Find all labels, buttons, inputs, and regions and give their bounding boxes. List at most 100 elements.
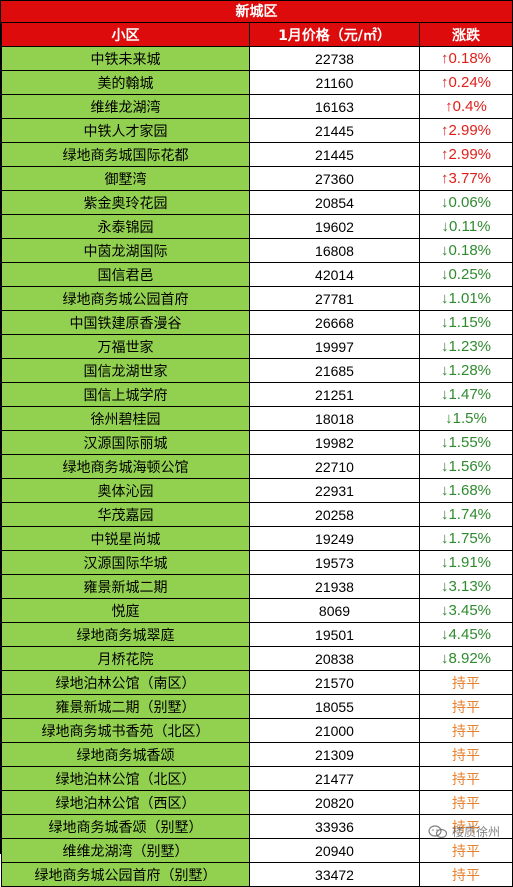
row-name: 悦庭 xyxy=(1,598,250,623)
table-row: 雍景新城二期 21938 ↓3.13% xyxy=(1,574,513,599)
row-name: 维维龙湖湾 xyxy=(1,94,250,119)
row-name: 美的翰城 xyxy=(1,70,250,95)
row-change: ↓0.18% xyxy=(419,238,513,263)
row-name: 华茂嘉园 xyxy=(1,502,250,527)
row-price: 19997 xyxy=(249,334,420,359)
row-name: 中国铁建原香漫谷 xyxy=(1,310,250,335)
table-row: 国信上城学府 21251 ↓1.47% xyxy=(1,382,513,407)
row-price: 22710 xyxy=(249,454,420,479)
row-change: ↓1.15% xyxy=(419,310,513,335)
header-row: 小区 1月价格（元/㎡） 涨跌 xyxy=(1,22,513,47)
row-price: 16163 xyxy=(249,94,420,119)
row-name: 万福世家 xyxy=(1,334,250,359)
row-name: 绿地商务城翠庭 xyxy=(1,622,250,647)
row-change: ↓3.45% xyxy=(419,598,513,623)
row-change: ↑0.24% xyxy=(419,70,513,95)
row-price: 21938 xyxy=(249,574,420,599)
table-row: 绿地商务城海顿公馆 22710 ↓1.56% xyxy=(1,454,513,479)
table-row: 绿地商务城公园首府 27781 ↓1.01% xyxy=(1,286,513,311)
row-change: ↓1.75% xyxy=(419,526,513,551)
row-name: 汉源国际华城 xyxy=(1,550,250,575)
table-row: 绿地商务城翠庭 19501 ↓4.45% xyxy=(1,622,513,647)
row-price: 21445 xyxy=(249,118,420,143)
row-price: 16808 xyxy=(249,238,420,263)
row-price: 21309 xyxy=(249,742,420,767)
row-name: 绿地泊林公馆（西区） xyxy=(1,790,250,815)
row-change: ↑2.99% xyxy=(419,118,513,143)
row-price: 19249 xyxy=(249,526,420,551)
row-price: 21445 xyxy=(249,142,420,167)
row-name: 中铁未来城 xyxy=(1,46,250,71)
row-name: 国信上城学府 xyxy=(1,382,250,407)
row-change: ↑0.4% xyxy=(419,94,513,119)
row-name: 中锐星尚城 xyxy=(1,526,250,551)
row-change: ↓1.23% xyxy=(419,334,513,359)
row-price: 21000 xyxy=(249,718,420,743)
table-row: 绿地商务城书香苑（北区） 21000 持平 xyxy=(1,718,513,743)
table-row: 绿地泊林公馆（北区） 21477 持平 xyxy=(1,766,513,791)
row-price: 21685 xyxy=(249,358,420,383)
row-change: 持平 xyxy=(419,694,513,719)
table-row: 徐州碧桂园 18018 ↓1.5% xyxy=(1,406,513,431)
table-row: 雍景新城二期（别墅） 18055 持平 xyxy=(1,694,513,719)
header-change: 涨跌 xyxy=(419,22,513,47)
row-name: 中茵龙湖国际 xyxy=(1,238,250,263)
row-name: 御墅湾 xyxy=(1,166,250,191)
row-name: 绿地泊林公馆（南区） xyxy=(1,670,250,695)
row-change: 持平 xyxy=(419,742,513,767)
row-name: 绿地商务城香颂 xyxy=(1,742,250,767)
row-change: 持平 xyxy=(419,766,513,791)
row-price: 26668 xyxy=(249,310,420,335)
table-row: 国信君邑 42014 ↓0.25% xyxy=(1,262,513,287)
row-change: 持平 xyxy=(419,670,513,695)
row-change: ↓1.01% xyxy=(419,286,513,311)
table-row: 维维龙湖湾 16163 ↑0.4% xyxy=(1,94,513,119)
row-name: 绿地商务城公园首府（别墅） xyxy=(1,862,250,887)
row-price: 21251 xyxy=(249,382,420,407)
header-price: 1月价格（元/㎡） xyxy=(249,22,420,47)
table-row: 悦庭 8069 ↓3.45% xyxy=(1,598,513,623)
table-body: 中铁未来城 22738 ↑0.18% 美的翰城 21160 ↑0.24% 维维龙湖湾 1616… xyxy=(1,46,513,887)
row-name: 中铁人才家园 xyxy=(1,118,250,143)
row-price: 20820 xyxy=(249,790,420,815)
row-change: ↓3.13% xyxy=(419,574,513,599)
row-price: 33472 xyxy=(249,862,420,887)
row-name: 绿地商务城公园首府 xyxy=(1,286,250,311)
row-price: 22931 xyxy=(249,478,420,503)
table-row: 月桥花院 20838 ↓8.92% xyxy=(1,646,513,671)
row-price: 33936 xyxy=(249,814,420,839)
table-row: 绿地泊林公馆（西区） 20820 持平 xyxy=(1,790,513,815)
price-table: 小区 1月价格（元/㎡） 涨跌 中铁未来城 22738 ↑0.18% 美的翰城 2116… xyxy=(1,22,513,887)
row-price: 21570 xyxy=(249,670,420,695)
row-name: 绿地泊林公馆（北区） xyxy=(1,766,250,791)
row-change: ↑3.77% xyxy=(419,166,513,191)
row-name: 绿地商务城国际花都 xyxy=(1,142,250,167)
table-row: 绿地商务城香颂 21309 持平 xyxy=(1,742,513,767)
row-price: 18055 xyxy=(249,694,420,719)
row-name: 维维龙湖湾（别墅） xyxy=(1,838,250,863)
table-row: 绿地商务城国际花都 21445 ↑2.99% xyxy=(1,142,513,167)
table-row: 中铁人才家园 21445 ↑2.99% xyxy=(1,118,513,143)
table-row: 中茵龙湖国际 16808 ↓0.18% xyxy=(1,238,513,263)
row-name: 雍景新城二期（别墅） xyxy=(1,694,250,719)
table-row: 汉源国际丽城 19982 ↓1.55% xyxy=(1,430,513,455)
table-row: 永泰锦园 19602 ↓0.11% xyxy=(1,214,513,239)
row-price: 19501 xyxy=(249,622,420,647)
table-row: 绿地商务城香颂（别墅） 33936 持平 xyxy=(1,814,513,839)
table-row: 紫金奥玲花园 20854 ↓0.06% xyxy=(1,190,513,215)
table-row: 汉源国际华城 19573 ↓1.91% xyxy=(1,550,513,575)
table-row: 绿地商务城公园首府（别墅） 33472 持平 xyxy=(1,862,513,887)
row-change: ↓1.55% xyxy=(419,430,513,455)
row-price: 21477 xyxy=(249,766,420,791)
row-price: 20258 xyxy=(249,502,420,527)
table-row: 维维龙湖湾（别墅） 20940 持平 xyxy=(1,838,513,863)
row-change: ↓1.91% xyxy=(419,550,513,575)
table-row: 中国铁建原香漫谷 26668 ↓1.15% xyxy=(1,310,513,335)
row-change: 持平 xyxy=(419,814,513,839)
row-change: ↓8.92% xyxy=(419,646,513,671)
row-name: 奥体沁园 xyxy=(1,478,250,503)
table-row: 中铁未来城 22738 ↑0.18% xyxy=(1,46,513,71)
row-change: ↓1.56% xyxy=(419,454,513,479)
row-name: 绿地商务城书香苑（北区） xyxy=(1,718,250,743)
